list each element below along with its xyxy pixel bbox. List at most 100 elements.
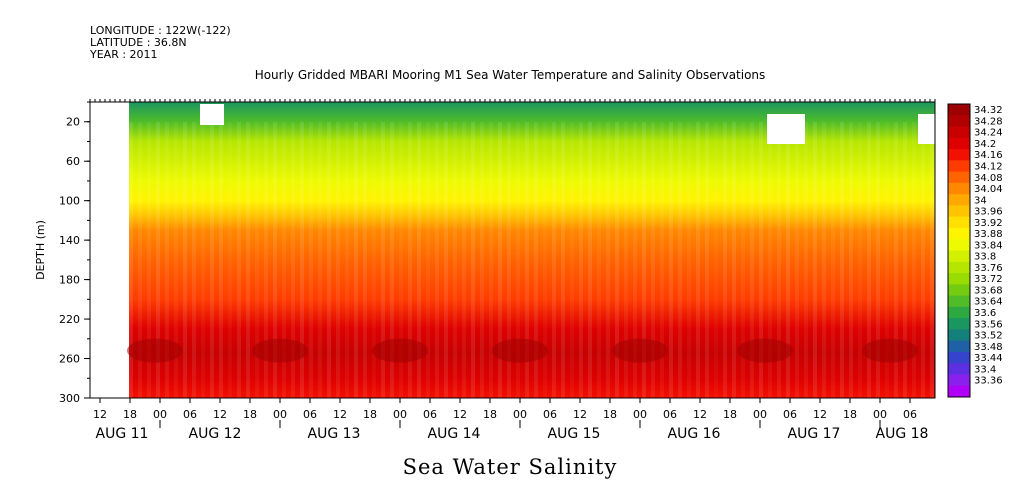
x-hour-label: 12 (333, 408, 347, 421)
colorbar-bin (948, 329, 970, 342)
texture-band (372, 122, 376, 398)
texture-band (534, 122, 538, 398)
y-tick-label: 260 (59, 353, 80, 366)
texture-band (813, 122, 817, 398)
missing-data-gap (200, 104, 224, 125)
salinity-maximum-core (612, 338, 668, 363)
x-day-label: AUG 14 (428, 426, 481, 442)
texture-band (390, 122, 394, 398)
colorbar-bin (948, 137, 970, 150)
texture-band (453, 122, 457, 398)
salinity-maximum-core (737, 338, 793, 363)
salinity-maximum-core (252, 338, 308, 363)
x-day-label: AUG 12 (189, 426, 242, 442)
colorbar-label: 34.08 (974, 173, 1003, 184)
texture-band (201, 122, 205, 398)
colorbar-bin (948, 284, 970, 297)
texture-band (507, 122, 511, 398)
colorbar-bin (948, 250, 970, 263)
x-hour-label: 06 (783, 408, 797, 421)
texture-band (768, 122, 772, 398)
texture-band (867, 122, 871, 398)
colorbar-bin (948, 227, 970, 240)
texture-band (777, 122, 781, 398)
texture-band (516, 122, 520, 398)
texture-band (750, 122, 754, 398)
texture-band (786, 122, 790, 398)
texture-band (903, 122, 907, 398)
texture-band (192, 122, 196, 398)
y-tick-label: 60 (66, 155, 80, 168)
colorbar-bin (948, 149, 970, 161)
y-tick-label: 100 (59, 195, 80, 208)
x-hour-label: 12 (693, 408, 707, 421)
texture-band (849, 122, 853, 398)
texture-band (228, 122, 232, 398)
colorbar-label: 33.92 (974, 218, 1003, 229)
x-hour-label: 06 (543, 408, 557, 421)
colorbar-label: 33.84 (974, 240, 1003, 251)
x-day-label: AUG 15 (548, 426, 601, 442)
x-hour-label: 06 (423, 408, 437, 421)
colorbar-bin (948, 363, 970, 375)
x-hour-label: 12 (813, 408, 827, 421)
x-hour-label: 12 (93, 408, 107, 421)
texture-band (165, 122, 169, 398)
longitude-label: LONGITUDE : 122W(-122) (90, 24, 231, 37)
x-hour-label: 06 (183, 408, 197, 421)
colorbar-bin (948, 194, 970, 206)
texture-band (273, 122, 277, 398)
latitude-label: LATITUDE : 36.8N (90, 36, 187, 49)
texture-band (894, 122, 898, 398)
colorbar-bin (948, 318, 970, 330)
colorbar-label: 33.44 (974, 353, 1003, 364)
colorbar-bin (948, 385, 970, 398)
colorbar-label: 33.6 (974, 308, 996, 319)
texture-band (858, 122, 862, 398)
texture-band (435, 122, 439, 398)
texture-band (822, 122, 826, 398)
x-hour-label: 00 (273, 408, 287, 421)
texture-band (579, 122, 583, 398)
texture-band (912, 122, 916, 398)
texture-band (615, 122, 619, 398)
texture-band (381, 122, 385, 398)
x-hour-label: 00 (753, 408, 767, 421)
x-hour-label: 06 (663, 408, 677, 421)
x-hour-label: 00 (873, 408, 887, 421)
texture-band (831, 122, 835, 398)
texture-band (156, 122, 160, 398)
y-tick-label: 300 (59, 392, 80, 405)
texture-band (597, 122, 601, 398)
texture-band (642, 122, 646, 398)
texture-band (921, 122, 925, 398)
plot-frame (89, 101, 936, 399)
texture-band (660, 122, 664, 398)
colorbar-label: 33.4 (974, 364, 996, 375)
x-hour-label: 18 (363, 408, 377, 421)
colorbar-bin (948, 104, 970, 116)
colorbar-label: 33.68 (974, 285, 1003, 296)
x-hour-label: 12 (453, 408, 467, 421)
axes: 20 60 100 140 180 220 260 300 DEPTH (m) 12 18 00 06 1… (34, 99, 936, 442)
x-day-label: AUG 11 (96, 426, 149, 442)
colorbar-bin (948, 340, 970, 353)
texture-band (543, 122, 547, 398)
texture-band (669, 122, 673, 398)
texture-band (795, 122, 799, 398)
texture-band (417, 122, 421, 398)
texture-band (885, 122, 889, 398)
texture-band (408, 122, 412, 398)
texture-band (183, 122, 187, 398)
x-hour-label: 18 (243, 408, 257, 421)
chart-title: Hourly Gridded MBARI Mooring M1 Sea Wate… (254, 68, 766, 82)
salinity-maximum-core (862, 338, 918, 363)
colorbar-label: 33.52 (974, 331, 1003, 342)
x-hour-label: 12 (213, 408, 227, 421)
texture-band (336, 122, 340, 398)
colorbar-bin (948, 374, 970, 387)
texture-band (426, 122, 430, 398)
colorbar-label: 34.04 (974, 184, 1003, 195)
texture-band (255, 122, 259, 398)
x-hour-label: 18 (123, 408, 137, 421)
